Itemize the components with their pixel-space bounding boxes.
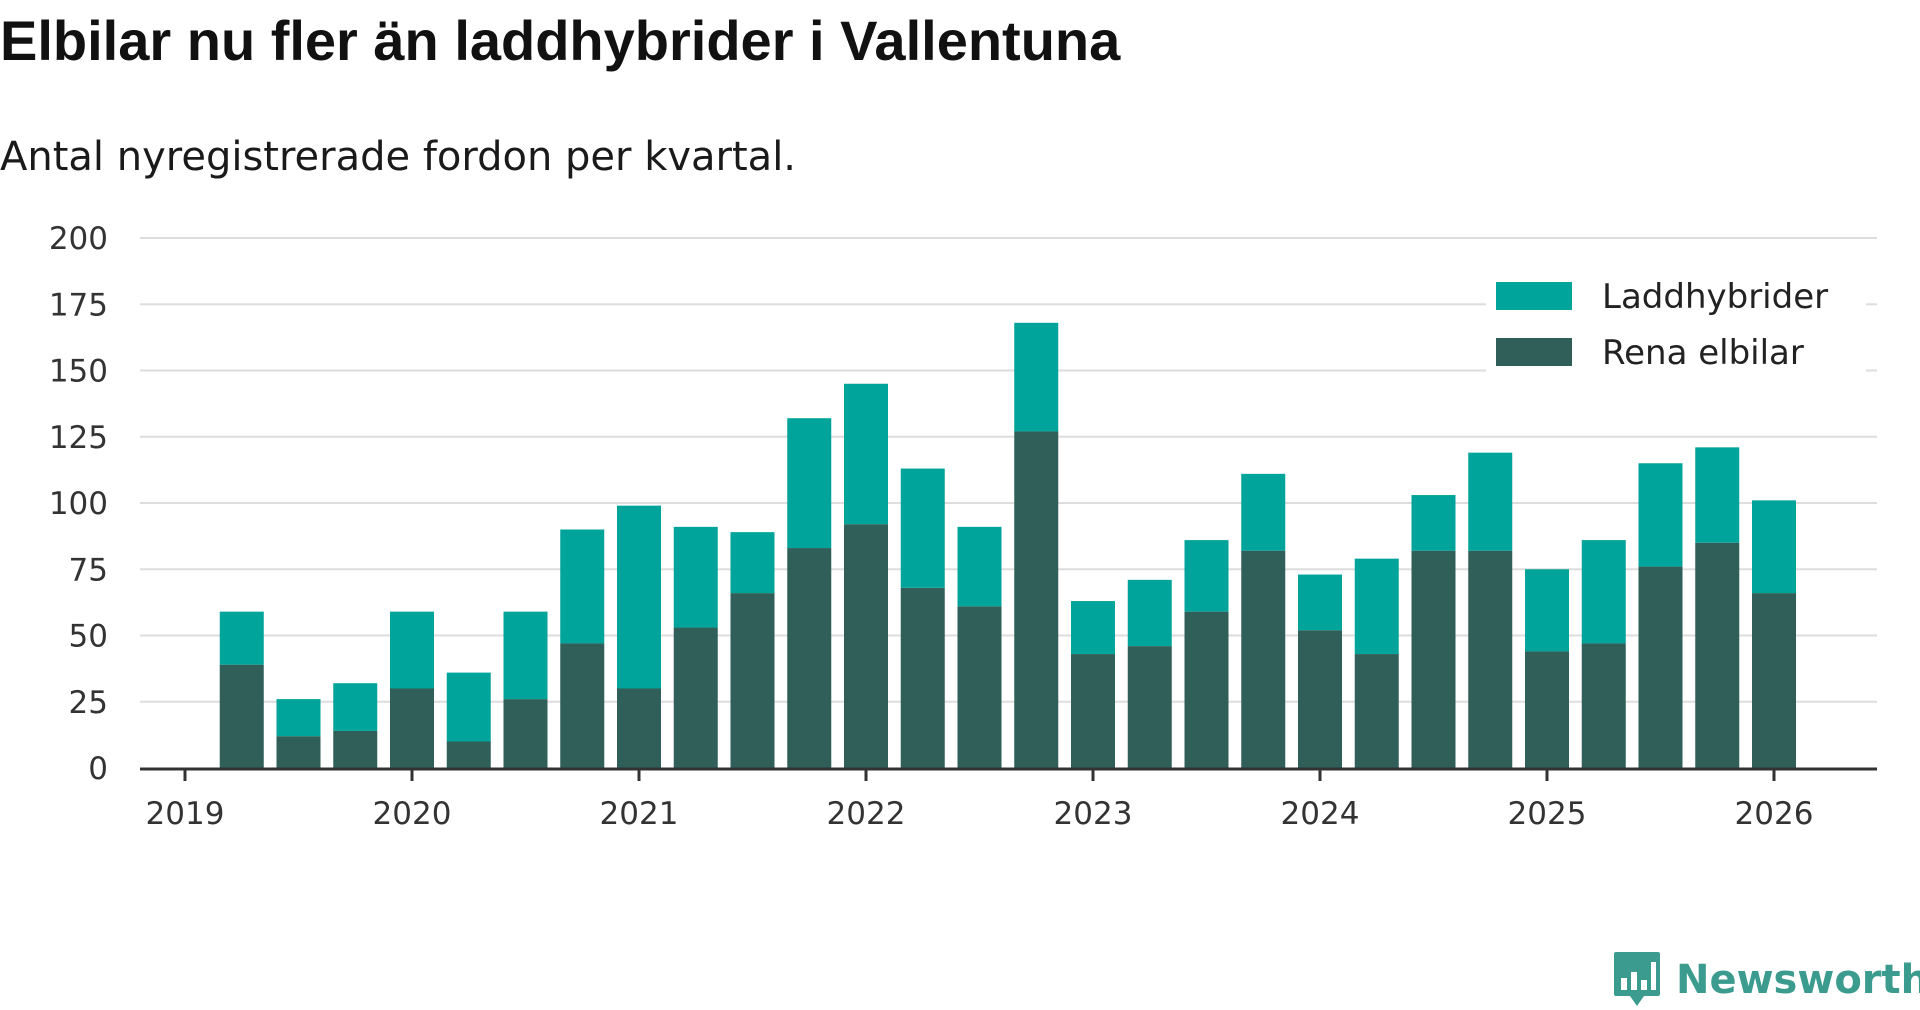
bar-laddhybrider bbox=[1752, 500, 1796, 594]
bar-rena-elbilar bbox=[617, 688, 661, 768]
bar-rena-elbilar bbox=[900, 587, 945, 768]
bar-laddhybrider bbox=[503, 611, 548, 700]
x-tick-label: 2022 bbox=[827, 796, 906, 832]
bar-laddhybrider bbox=[1638, 463, 1683, 567]
bar-laddhybrider bbox=[1071, 601, 1115, 655]
bar-rena-elbilar bbox=[1638, 566, 1683, 768]
legend-swatch-laddhybrider bbox=[1496, 282, 1572, 310]
x-tick-label: 2021 bbox=[600, 796, 679, 832]
bar-rena-elbilar bbox=[390, 688, 434, 768]
bar-laddhybrider bbox=[219, 611, 264, 665]
y-axis-ticks: 0 25 50 75 100 125 150 175 200 bbox=[49, 221, 108, 787]
bar-rena-elbilar bbox=[1354, 654, 1399, 768]
bar-rena-elbilar bbox=[1525, 651, 1569, 768]
bar-rena-elbilar bbox=[1298, 630, 1342, 768]
newsworthy-logo-icon bbox=[1614, 952, 1660, 1006]
legend-swatch-rena-elbilar bbox=[1496, 338, 1572, 366]
x-tick-label: 2026 bbox=[1735, 796, 1814, 832]
bar-rena-elbilar bbox=[1184, 611, 1229, 768]
bar-laddhybrider bbox=[730, 532, 775, 594]
bar-laddhybrider bbox=[1014, 322, 1059, 432]
y-tick-label: 200 bbox=[49, 221, 108, 257]
y-tick-label: 0 bbox=[88, 751, 108, 787]
bar-rena-elbilar bbox=[1695, 542, 1740, 768]
bar-rena-elbilar bbox=[276, 736, 321, 768]
bar-rena-elbilar bbox=[957, 606, 1002, 768]
y-tick-label: 50 bbox=[69, 619, 108, 655]
bar-laddhybrider bbox=[1411, 495, 1456, 551]
brand: Newsworthy bbox=[1612, 950, 1920, 1010]
bar-rena-elbilar bbox=[1752, 593, 1796, 768]
bar-rena-elbilar bbox=[446, 741, 491, 768]
chart-subtitle: Antal nyregistrerade fordon per kvartal. bbox=[0, 134, 797, 180]
bar-rena-elbilar bbox=[1411, 550, 1456, 768]
bar-laddhybrider bbox=[1298, 574, 1342, 631]
bar-rena-elbilar bbox=[560, 643, 605, 768]
legend-label: Laddhybrider bbox=[1602, 277, 1828, 317]
bar-laddhybrider bbox=[560, 529, 605, 644]
bars bbox=[219, 322, 1796, 768]
bar-rena-elbilar bbox=[730, 593, 775, 768]
bar-rena-elbilar bbox=[333, 730, 378, 768]
bar-laddhybrider bbox=[276, 699, 321, 737]
bar-laddhybrider bbox=[446, 672, 491, 742]
x-axis: 2019 2020 2021 2022 2023 2024 2025 2026 bbox=[140, 767, 1877, 832]
bar-rena-elbilar bbox=[1071, 654, 1115, 768]
y-tick-label: 175 bbox=[49, 287, 108, 323]
bar-rena-elbilar bbox=[1014, 431, 1059, 768]
bar-rena-elbilar bbox=[844, 524, 888, 768]
bar-rena-elbilar bbox=[787, 548, 832, 768]
x-tick-label: 2023 bbox=[1054, 796, 1133, 832]
y-tick-label: 150 bbox=[49, 354, 108, 390]
bar-rena-elbilar bbox=[1581, 643, 1626, 768]
x-tick-label: 2019 bbox=[146, 796, 225, 832]
bar-laddhybrider bbox=[617, 505, 661, 689]
bar-rena-elbilar bbox=[219, 664, 264, 768]
bar-laddhybrider bbox=[333, 683, 378, 731]
bar-laddhybrider bbox=[900, 468, 945, 588]
y-tick-label: 125 bbox=[49, 420, 108, 456]
bar-laddhybrider bbox=[1354, 558, 1399, 655]
y-tick-label: 25 bbox=[69, 685, 108, 721]
bar-laddhybrider bbox=[1581, 540, 1626, 644]
bar-laddhybrider bbox=[1241, 473, 1286, 551]
y-tick-label: 75 bbox=[69, 552, 108, 588]
bar-laddhybrider bbox=[1695, 447, 1740, 543]
bar-laddhybrider bbox=[1184, 540, 1229, 612]
legend-label: Rena elbilar bbox=[1602, 333, 1804, 373]
bar-rena-elbilar bbox=[503, 699, 548, 768]
y-tick-label: 100 bbox=[49, 486, 108, 522]
x-tick-label: 2025 bbox=[1508, 796, 1587, 832]
bar-laddhybrider bbox=[673, 526, 718, 628]
bar-laddhybrider bbox=[957, 526, 1002, 607]
bar-rena-elbilar bbox=[673, 627, 718, 768]
bar-laddhybrider bbox=[1525, 569, 1569, 652]
x-tick-label: 2024 bbox=[1281, 796, 1360, 832]
bar-laddhybrider bbox=[844, 383, 888, 525]
bar-rena-elbilar bbox=[1468, 550, 1513, 768]
bar-laddhybrider bbox=[787, 418, 832, 549]
legend: Laddhybrider Rena elbilar bbox=[1486, 272, 1866, 382]
bar-laddhybrider bbox=[1468, 452, 1513, 551]
bar-laddhybrider bbox=[1127, 579, 1172, 647]
brand-name: Newsworthy bbox=[1676, 957, 1920, 1003]
bar-rena-elbilar bbox=[1127, 646, 1172, 768]
bar-rena-elbilar bbox=[1241, 550, 1286, 768]
bar-laddhybrider bbox=[390, 611, 434, 689]
chart-title: Elbilar nu fler än laddhybrider i Vallen… bbox=[0, 9, 1121, 72]
x-tick-label: 2020 bbox=[373, 796, 452, 832]
